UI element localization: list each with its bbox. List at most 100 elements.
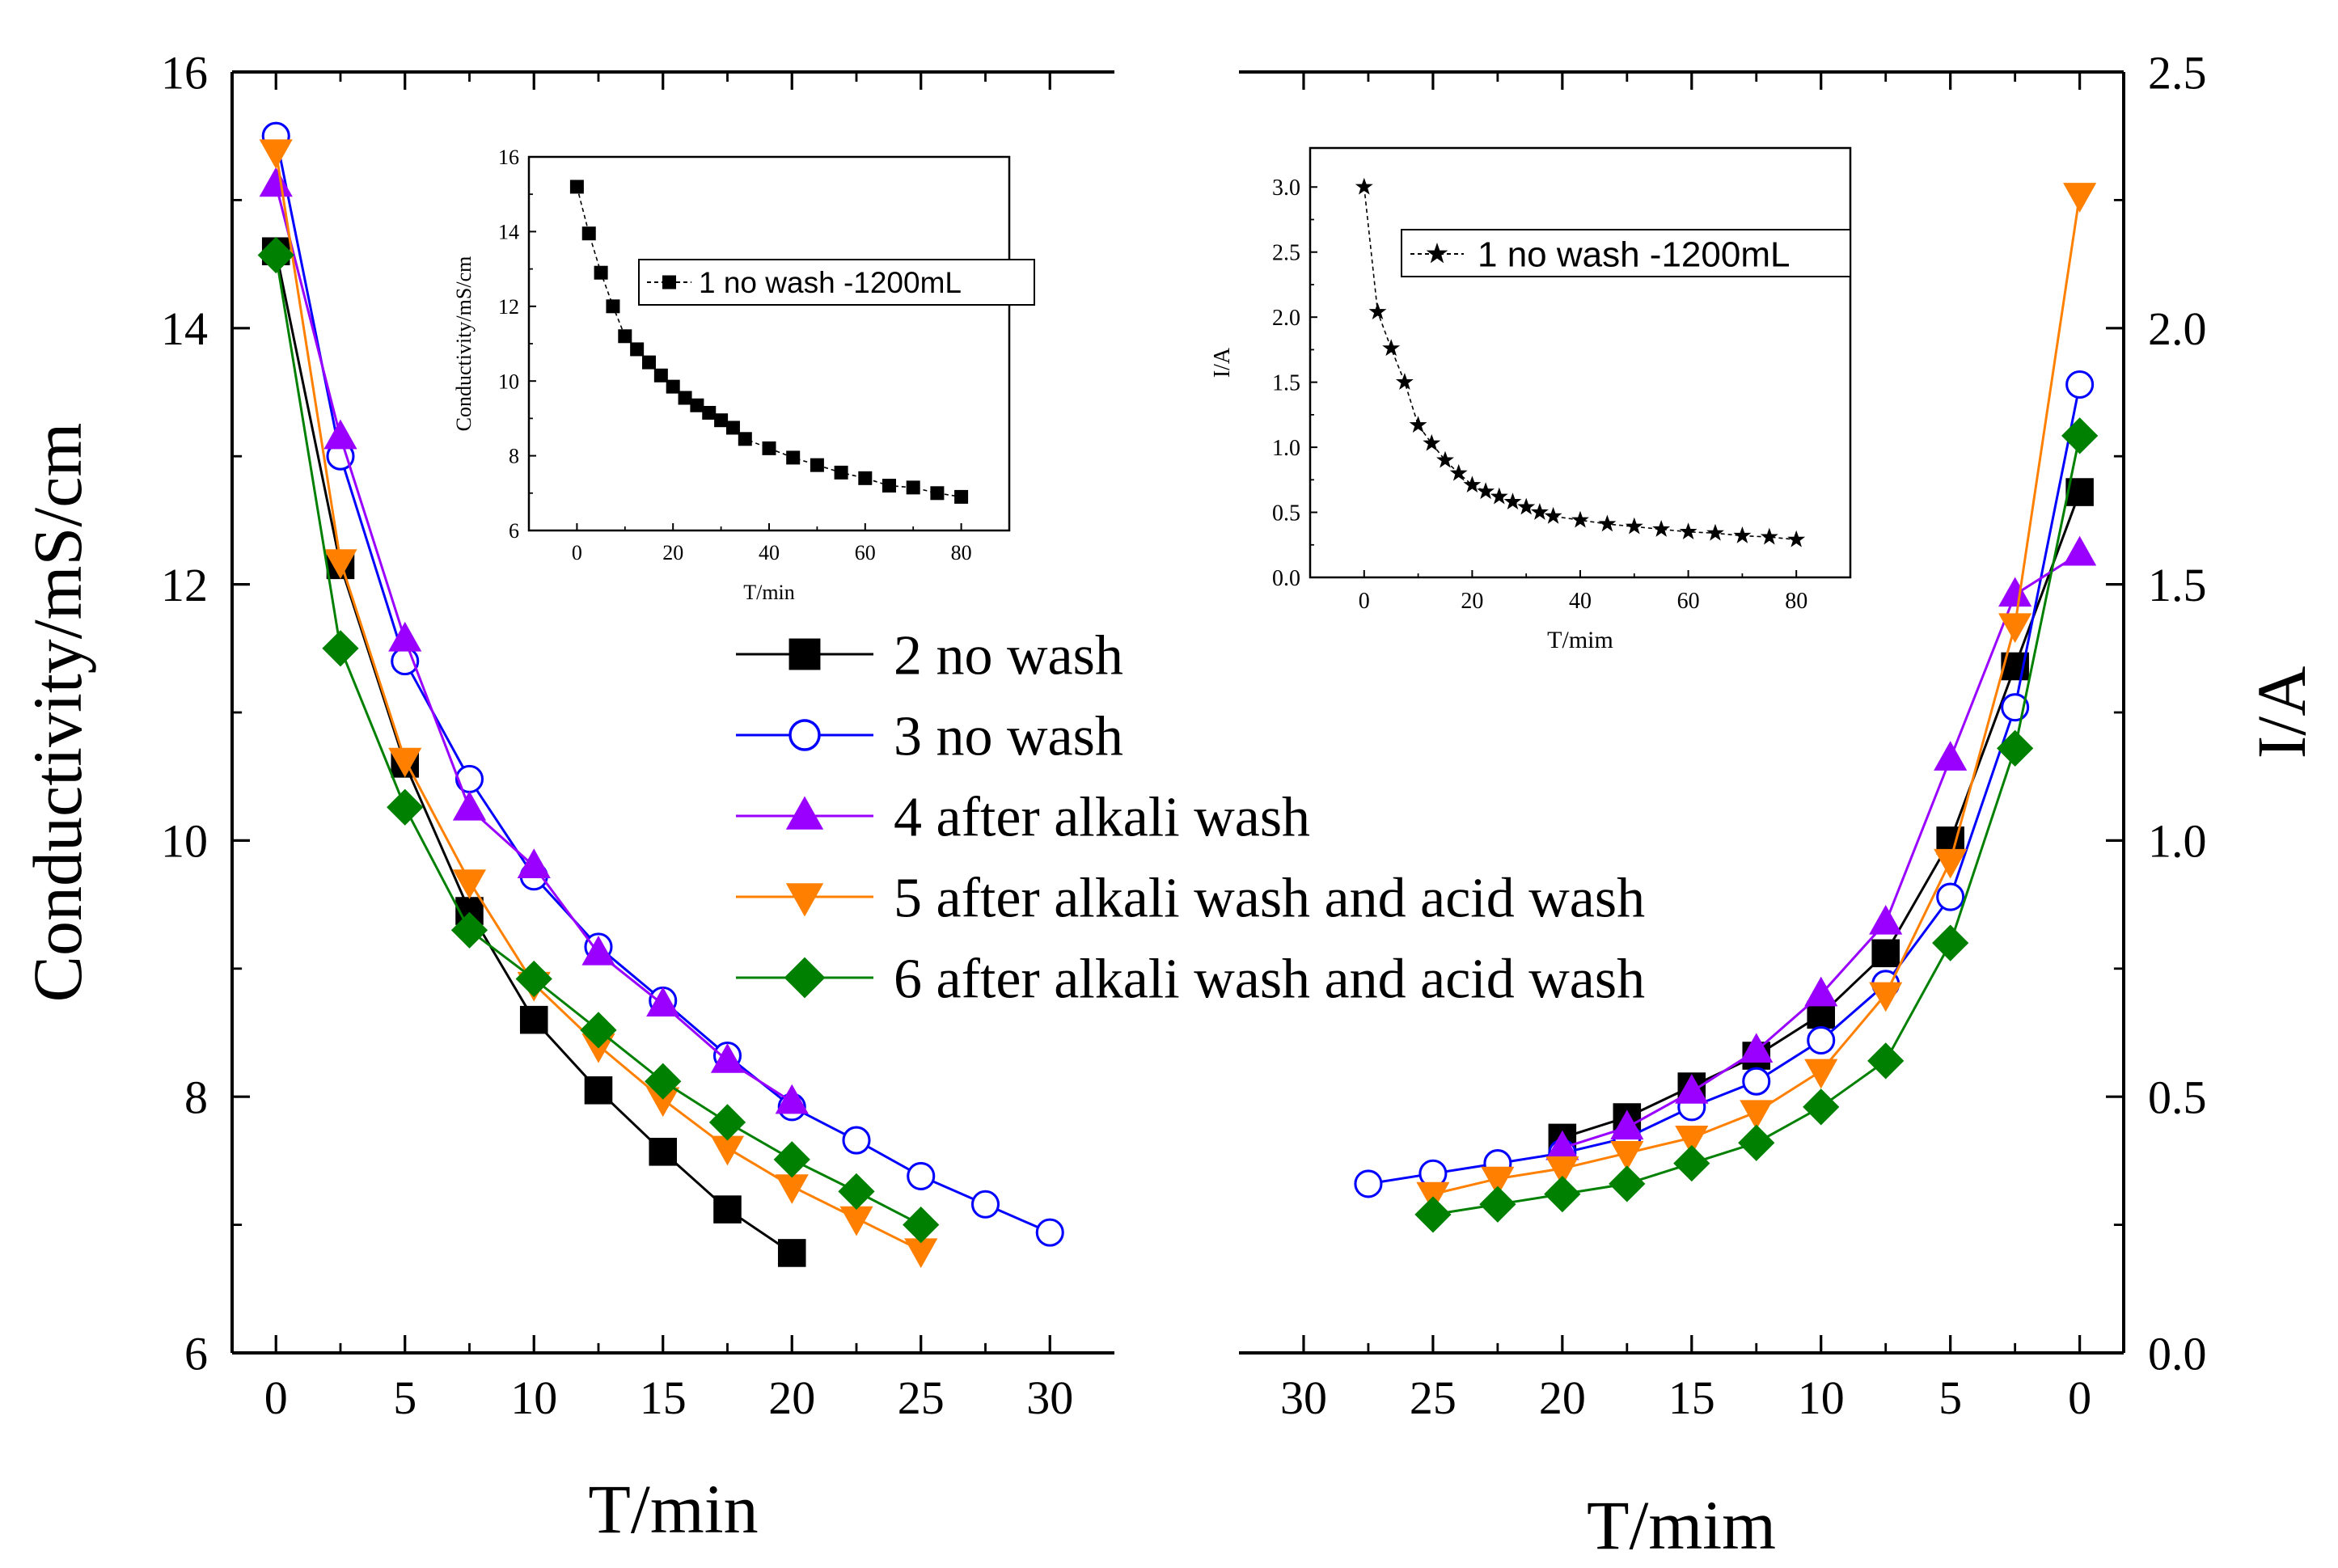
data-point: [710, 1043, 745, 1073]
data-point: [1530, 502, 1549, 520]
legend-swatch-marker: [785, 883, 824, 917]
data-point: [1609, 1165, 1646, 1202]
data-point: [1355, 177, 1373, 195]
data-point: [1706, 523, 1724, 541]
series-line: [1562, 552, 2081, 1150]
x-axis-label: T/min: [743, 581, 795, 604]
y-tick-label: 2.5: [1272, 241, 1300, 266]
data-point: [569, 180, 584, 194]
x-tick-label: 30: [1026, 1371, 1073, 1424]
series-1: [569, 180, 969, 504]
data-point: [1625, 517, 1643, 535]
x-tick-label: 30: [1280, 1371, 1327, 1424]
data-point: [1503, 492, 1522, 510]
y-tick-label: 6: [509, 519, 519, 543]
data-point: [2065, 478, 2094, 506]
legend: 1 no wash -1200mL: [1401, 229, 1851, 277]
data-point: [1382, 339, 1401, 357]
x-tick-label: 20: [662, 541, 683, 564]
data-point: [1479, 1186, 1516, 1223]
x-tick-label: 60: [855, 541, 876, 564]
data-point: [1871, 939, 1900, 968]
data-point: [1652, 520, 1671, 537]
legend-swatch-marker: [785, 796, 824, 830]
x-tick-label: 25: [1410, 1371, 1456, 1424]
data-point: [1598, 514, 1617, 532]
y-tick-label: 6: [184, 1327, 208, 1380]
data-point: [1544, 506, 1562, 524]
data-point: [606, 299, 620, 314]
y-tick-label: 3.0: [1272, 175, 1300, 201]
x-tick-label: 0: [1359, 589, 1370, 614]
data-point: [1423, 433, 1441, 451]
x-tick-label: 20: [1539, 1371, 1586, 1424]
legend-label: 1 no wash -1200mL: [699, 266, 962, 299]
data-point: [710, 1135, 745, 1166]
series-3: [1545, 535, 2097, 1160]
data-point: [858, 471, 873, 485]
data-point: [1368, 302, 1387, 320]
data-point: [678, 391, 692, 405]
series-line: [1432, 435, 2082, 1216]
data-point: [1679, 522, 1697, 540]
data-point: [2065, 370, 2095, 399]
x-axis-label: T/mim: [1587, 1486, 1776, 1564]
data-point: [649, 1138, 678, 1166]
y-tick-label: 1.5: [1272, 370, 1300, 395]
data-point: [1610, 1141, 1644, 1171]
data-point: [259, 167, 293, 197]
data-point: [517, 848, 551, 878]
data-point: [2063, 535, 2097, 566]
data-point: [1932, 924, 1969, 962]
legend-item: 3 no wash: [736, 706, 1123, 768]
data-point: [1804, 1059, 1838, 1089]
data-point: [1934, 741, 1968, 771]
legend-label: 1 no wash -1200mL: [1478, 235, 1790, 274]
y-tick-label: 2.0: [2148, 302, 2207, 355]
y-tick-label: 16: [161, 46, 208, 99]
data-point: [930, 486, 945, 501]
y-tick-label: 14: [161, 302, 208, 355]
series-line: [1368, 384, 2082, 1186]
y-tick-label: 0.5: [2148, 1071, 2207, 1124]
data-point: [810, 458, 824, 472]
y-axis-label: I/A: [1210, 347, 1235, 378]
data-point: [1869, 904, 1903, 935]
x-tick-label: 40: [1569, 589, 1592, 614]
data-point: [1035, 1218, 1064, 1247]
x-tick-label: 20: [1461, 589, 1483, 614]
legend-label: 4 after alkali wash: [894, 787, 1310, 849]
data-point: [1409, 416, 1427, 433]
legend-label: 6 after alkali wash and acid wash: [894, 949, 1645, 1011]
data-point: [580, 1012, 617, 1049]
y-tick-label: 12: [498, 295, 519, 319]
data-point: [257, 236, 294, 274]
series-1: [1355, 177, 1806, 547]
data-point: [1571, 510, 1589, 528]
data-point: [322, 630, 359, 667]
data-point: [1760, 527, 1778, 545]
legend-item: 1 no wash -1200mL: [1410, 235, 1790, 274]
data-point: [581, 226, 596, 241]
data-point: [690, 398, 704, 412]
data-point: [1517, 497, 1536, 515]
y-tick-label: 1.0: [2148, 815, 2207, 868]
data-point: [642, 355, 656, 370]
x-tick-label: 15: [640, 1371, 687, 1424]
data-point: [1738, 1124, 1775, 1161]
y-tick-label: 10: [498, 370, 519, 393]
data-point: [1998, 613, 2032, 644]
data-point: [666, 379, 680, 394]
x-tick-label: 25: [898, 1371, 945, 1424]
data-point: [713, 1195, 742, 1224]
legend-frame: [638, 259, 1035, 306]
data-point: [1675, 1126, 1709, 1156]
data-point: [1490, 487, 1508, 505]
data-point: [259, 139, 293, 170]
legend-label: 2 no wash: [894, 625, 1123, 687]
x-tick-label: 15: [1668, 1371, 1715, 1424]
data-point: [834, 465, 848, 480]
y-axis-label: I/A: [2243, 666, 2320, 759]
data-point: [903, 1206, 940, 1244]
